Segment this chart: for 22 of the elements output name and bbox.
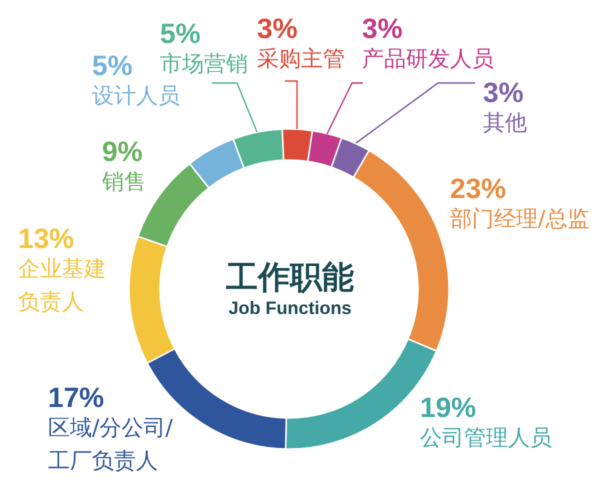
data-label: 5% — [160, 18, 202, 48]
data-label: 3% — [483, 76, 524, 108]
data-label: 3% — [257, 12, 298, 44]
slice-label: 区域/分公司/工厂负责人 — [48, 414, 174, 476]
text: 工作职能 — [225, 258, 354, 296]
text: Job Functions — [228, 298, 352, 318]
data-label: 9% — [102, 136, 144, 166]
slice-label: 销售 — [102, 168, 146, 196]
slice-label: 部门经理/总监 — [450, 206, 590, 234]
data-label: 3% — [362, 12, 404, 44]
data-label: 19% — [420, 392, 478, 422]
slice-label: 市场营销 — [160, 50, 248, 78]
slice-label: 其他 — [483, 110, 527, 138]
data-label: 13% — [18, 222, 76, 254]
data-label: 17% — [48, 382, 106, 412]
slice-label: 产品研发人员 — [362, 46, 494, 74]
slice-label: 采购主管 — [257, 46, 345, 74]
data-label: 5% — [92, 50, 132, 80]
slice-label: 公司管理人员 — [420, 424, 552, 452]
slice-label: 设计人员 — [92, 82, 180, 110]
data-label: 23% — [450, 172, 508, 204]
slice-label: 企业基建负责人 — [18, 256, 107, 316]
